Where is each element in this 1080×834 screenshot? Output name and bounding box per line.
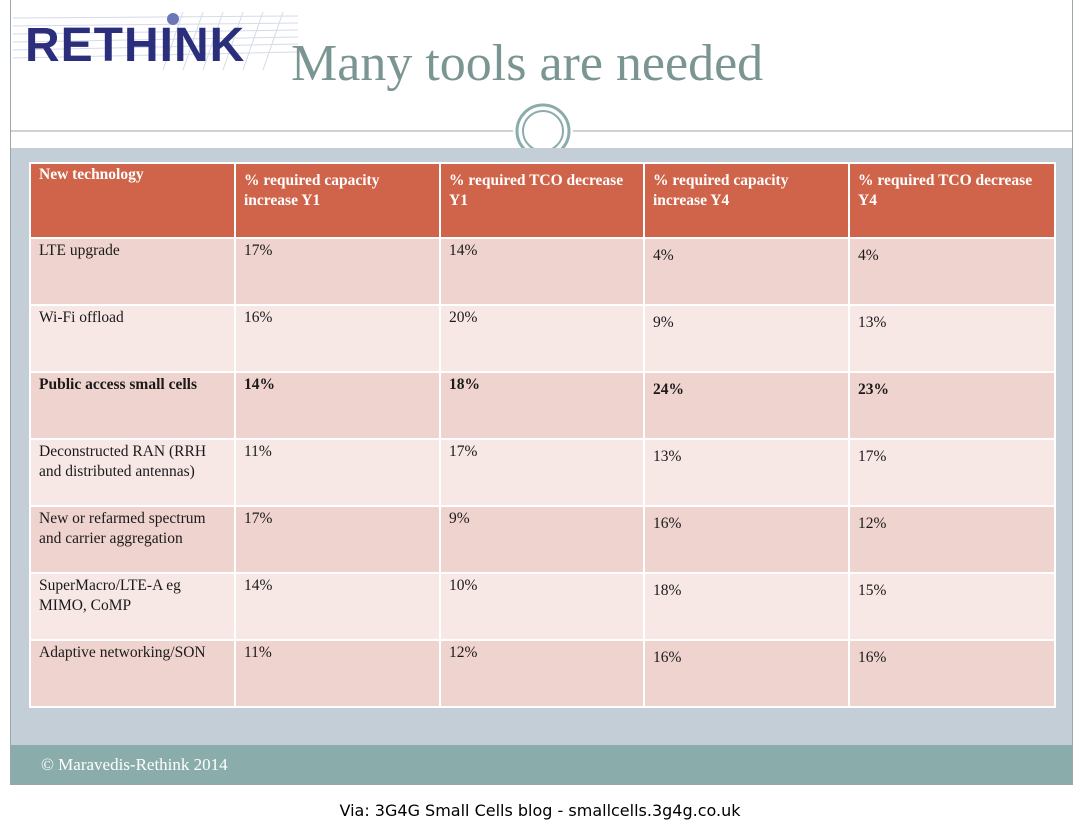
cell-capacity-y4: 9%: [643, 304, 850, 373]
via-caption: Via: 3G4G Small Cells blog - smallcells.…: [339, 801, 741, 820]
table-row: Wi-Fi offload 16% 20% 9% 13%: [29, 304, 1056, 373]
header-new-technology: New technology: [29, 162, 236, 239]
table-row: Adaptive networking/SON 11% 12% 16% 16%: [29, 639, 1056, 708]
cell-technology: SuperMacro/LTE-A eg MIMO, CoMP: [29, 572, 236, 641]
cell-tco-y4: 4%: [848, 237, 1056, 306]
cell-technology: New or refarmed spectrum and carrier agg…: [29, 505, 236, 574]
header-capacity-y1: % required capacity increase Y1: [234, 162, 441, 239]
cell-tco-y1: 18%: [439, 371, 645, 440]
content-area: New technology % required capacity incre…: [11, 148, 1072, 745]
slide: RETHINK Many tools are needed New techno…: [10, 0, 1073, 785]
cell-technology: Wi-Fi offload: [29, 304, 236, 373]
slide-title: Many tools are needed: [291, 35, 764, 92]
copyright-text: © Maravedis-Rethink 2014: [41, 755, 228, 774]
cell-technology: Public access small cells: [29, 371, 236, 440]
cell-capacity-y1: 17%: [234, 505, 441, 574]
table-row: New or refarmed spectrum and carrier agg…: [29, 505, 1056, 574]
cell-capacity-y1: 11%: [234, 639, 441, 708]
header-tco-y4: % required TCO decrease Y4: [848, 162, 1056, 239]
header-tco-y1: % required TCO decrease Y1: [439, 162, 645, 239]
cell-capacity-y4: 24%: [643, 371, 850, 440]
table-row: SuperMacro/LTE-A eg MIMO, CoMP 14% 10% 1…: [29, 572, 1056, 641]
cell-capacity-y4: 16%: [643, 505, 850, 574]
rethink-logo: RETHINK: [13, 12, 298, 74]
cell-tco-y4: 16%: [848, 639, 1056, 708]
cell-capacity-y4: 16%: [643, 639, 850, 708]
cell-technology: LTE upgrade: [29, 237, 236, 306]
footer-bar: © Maravedis-Rethink 2014: [11, 745, 1072, 784]
table-row: Public access small cells 14% 18% 24% 23…: [29, 371, 1056, 440]
cell-tco-y4: 15%: [848, 572, 1056, 641]
cell-tco-y1: 17%: [439, 438, 645, 507]
logo-dot: [167, 13, 179, 25]
cell-tco-y1: 14%: [439, 237, 645, 306]
cell-technology: Deconstructed RAN (RRH and distributed a…: [29, 438, 236, 507]
table-row: Deconstructed RAN (RRH and distributed a…: [29, 438, 1056, 507]
cell-capacity-y4: 18%: [643, 572, 850, 641]
cell-capacity-y1: 14%: [234, 371, 441, 440]
cell-tco-y1: 12%: [439, 639, 645, 708]
cell-tco-y4: 17%: [848, 438, 1056, 507]
title-divider: [11, 101, 1072, 161]
cell-tco-y1: 9%: [439, 505, 645, 574]
cell-capacity-y1: 17%: [234, 237, 441, 306]
header-capacity-y4: % required capacity increase Y4: [643, 162, 850, 239]
table-row: LTE upgrade 17% 14% 4% 4%: [29, 237, 1056, 306]
logo-grid-pattern: [13, 12, 298, 70]
cell-tco-y4: 12%: [848, 505, 1056, 574]
cell-technology: Adaptive networking/SON: [29, 639, 236, 708]
cell-capacity-y4: 13%: [643, 438, 850, 507]
cell-capacity-y4: 4%: [643, 237, 850, 306]
cell-tco-y1: 20%: [439, 304, 645, 373]
cell-capacity-y1: 16%: [234, 304, 441, 373]
logo-text: RETHINK: [25, 19, 246, 72]
data-table: New technology % required capacity incre…: [29, 162, 1056, 708]
cell-tco-y1: 10%: [439, 572, 645, 641]
cell-tco-y4: 13%: [848, 304, 1056, 373]
table-header-row: New technology % required capacity incre…: [29, 162, 1056, 239]
cell-capacity-y1: 14%: [234, 572, 441, 641]
cell-capacity-y1: 11%: [234, 438, 441, 507]
cell-tco-y4: 23%: [848, 371, 1056, 440]
